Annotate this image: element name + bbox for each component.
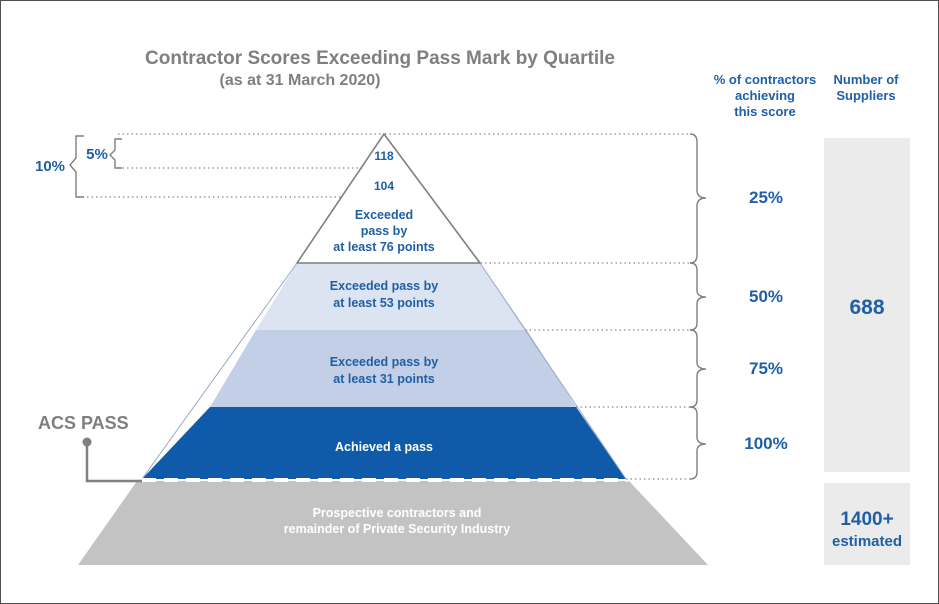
percent-100: 100% [744,434,788,453]
brace-100-percent [689,406,707,480]
brace-25-percent [689,133,707,264]
percent-25: 25% [748,188,784,207]
tier2-label-line: Exceeded pass by [330,279,438,293]
pyramid-right-edge [479,262,627,480]
pyramid-base-tier [78,481,708,565]
suppliers-estimate-box: 1400+ estimated [824,483,910,565]
suppliers-count-box: 688 [824,138,910,472]
pyramid-tier-achieved-pass [142,407,626,479]
bracket-5-percent-label: 5% [86,146,108,163]
acs-pass-pointer-line [85,442,142,483]
bracket-5-percent [109,138,122,169]
tier2-label-line: at least 53 points [333,296,434,310]
apex-score-118: 118 [374,149,394,163]
diagram-subtitle: (as at 31 March 2020) [219,72,381,89]
pyramid-tier-31-points [210,330,576,407]
percent-header-line: % of contractors [713,72,817,87]
tier1-label-line: Exceeded [355,208,413,222]
base-label-line: Prospective contractors and [313,506,482,520]
percent-column-header: % of contractors achieving this score [700,72,830,120]
brace-75-percent [689,329,707,408]
tier1-label-line: at least 76 points [333,240,434,254]
tier3-label-line: Exceeded pass by [330,355,438,369]
tier3-label-line: at least 31 points [333,372,434,386]
bracket-10-percent-label: 10% [35,158,65,175]
percent-75: 75% [748,359,784,378]
suppliers-count: 688 [849,296,885,319]
acs-pass-label: ACS PASS [38,413,129,433]
tier1-label-line: pass by [361,224,408,238]
pyramid-left-edge [141,262,298,480]
diagram-title: Contractor Scores Exceeding Pass Mark by… [145,48,615,69]
suppliers-header-line: Number of [833,72,899,87]
percent-header-line: achieving [735,88,795,103]
pyramid-tier-76-points [295,132,482,264]
acs-pass-pointer-dot [82,437,92,447]
bracket-10-percent [69,135,84,198]
percent-header-line: this score [734,104,796,119]
base-label-line: remainder of Private Security Industry [284,522,511,536]
suppliers-column-header: Number of Suppliers [822,72,910,104]
pyramid-tier-53-points [256,263,527,330]
percent-50: 50% [748,287,784,306]
suppliers-estimate-label: estimated [831,533,903,550]
suppliers-estimate-number: 1400+ [840,509,894,530]
suppliers-header-line: Suppliers [836,88,896,103]
tier4-label: Achieved a pass [335,440,433,454]
brace-50-percent [689,262,707,331]
apex-score-104: 104 [374,179,394,193]
